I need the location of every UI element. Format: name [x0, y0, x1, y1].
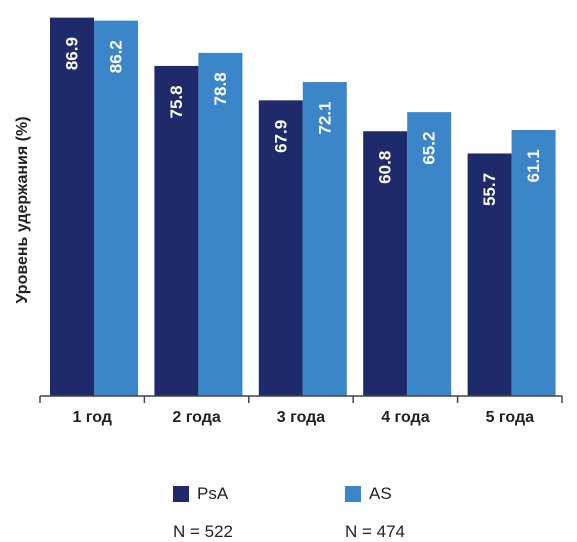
x-tick-label-1: 1 год	[72, 409, 112, 426]
legend-label-psa: PsA	[197, 484, 229, 503]
value-label-as-2: 78.8	[211, 72, 230, 105]
bars-layer	[50, 17, 556, 397]
value-label-psa-5: 55.7	[480, 173, 499, 206]
x-tick-label-4: 4 года	[381, 409, 430, 426]
value-label-as-1: 86.2	[107, 40, 126, 73]
value-labels-layer: 86.9 86.2 75.8 78.8 67.9 72.1 60.8 65.2 55.7 61.1	[63, 37, 544, 206]
bar-as-2	[198, 52, 243, 396]
legend-item-as: AS N = 474	[345, 484, 405, 542]
y-axis-label: Уровень удержания (%)	[14, 116, 31, 304]
bar-psa-2	[154, 65, 199, 397]
bar-psa-5	[467, 153, 512, 396]
bar-psa-3	[258, 100, 303, 397]
bar-as-5	[511, 129, 556, 397]
bar-psa-1	[50, 17, 94, 396]
x-tick-label-5: 5 года	[486, 409, 535, 426]
legend-swatch-as	[345, 486, 361, 502]
x-tick-label-3: 3 года	[277, 409, 326, 426]
value-label-as-3: 72.1	[315, 102, 334, 135]
legend-n-as: N = 474	[345, 522, 406, 541]
bar-as-1	[94, 20, 138, 396]
bar-psa-4	[363, 131, 408, 396]
value-label-as-4: 65.2	[420, 132, 439, 165]
value-label-as-5: 61.1	[524, 149, 543, 182]
value-label-psa-2: 75.8	[167, 85, 186, 118]
legend-swatch-psa	[173, 486, 189, 502]
bar-as-4	[407, 112, 452, 396]
legend-label-as: AS	[369, 484, 392, 503]
value-label-psa-4: 60.8	[376, 151, 395, 184]
x-tick-label-2: 2 года	[172, 409, 221, 426]
value-label-psa-1: 86.9	[63, 37, 82, 70]
value-label-psa-3: 67.9	[271, 120, 290, 153]
bar-as-3	[302, 82, 347, 396]
x-axis: 1 год 2 года 3 года 4 года 5 года	[39, 395, 563, 426]
legend-n-psa: N = 522	[173, 522, 234, 541]
legend-item-psa: PsA N = 522	[173, 484, 233, 542]
